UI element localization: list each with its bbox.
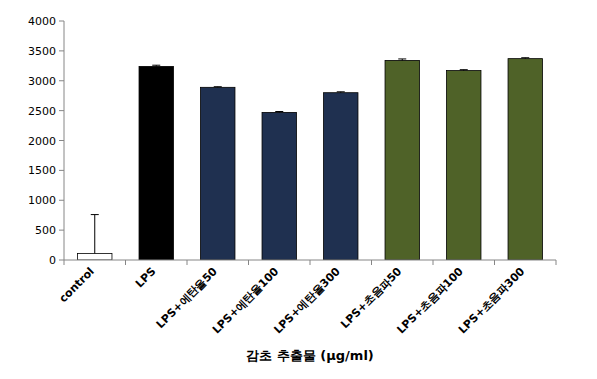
y-tick [59,50,64,51]
bar [201,87,235,260]
error-bar [275,111,283,113]
y-tick-label: 3000 [28,75,56,88]
bar [508,59,542,260]
error-bar [214,86,222,88]
y-tick [59,21,64,22]
x-tick-label: LPS+초음파50 [338,265,404,331]
x-tick [494,260,495,265]
x-tick [64,260,65,265]
x-axis-label: 감초 추출물 (μg/ml) [246,348,374,363]
bar [262,112,296,260]
x-tick [125,260,126,265]
y-tick [59,170,64,171]
x-tick-label: LPS+초음파100 [394,265,466,337]
bars [78,58,543,260]
y-tick-label: 4000 [28,15,56,28]
x-tick [310,260,311,265]
y-tick-label: 2000 [28,135,56,148]
error-bar [91,215,99,254]
y-tick-label: 1500 [28,164,56,177]
error-bar [460,69,468,71]
error-cap [275,111,283,112]
error-cap [521,57,529,58]
x-tick-label: LPS+에탄올300 [271,265,343,337]
y-tick-label: 500 [35,224,56,237]
y-tick [59,140,64,141]
bar [447,71,481,260]
error-bar [398,59,406,60]
chart: 0 500 1000 1500 2000 2500 3000 3500 4000 control L… [0,0,597,379]
y-tick-label: 1000 [28,194,56,207]
y-tick-label: 0 [49,254,56,267]
error-cap [214,86,222,87]
x-tick [248,260,249,265]
y-tick [59,80,64,81]
y-tick-label: 2500 [28,105,56,118]
error-cap [398,58,406,59]
y-tick [59,260,64,261]
x-tick [556,260,557,265]
x-tick-label: control [57,265,97,305]
y-tick [59,230,64,231]
x-tick-label: LPS+초음파300 [456,265,528,337]
bar [78,253,112,260]
y-tick [59,200,64,201]
x-tick-label: LPS+에탄올50 [154,265,220,331]
x-tick-label: LPS+에탄올100 [210,265,282,337]
y-tick [59,110,64,111]
x-tick-label: LPS [133,265,159,291]
error-whisker [94,215,95,254]
bar [385,60,419,260]
bar [139,66,173,260]
error-bar [152,65,160,66]
x-tick [187,260,188,265]
bar [324,93,358,260]
error-cap [460,69,468,70]
error-bar [521,57,529,59]
x-tick [433,260,434,265]
x-tick [371,260,372,265]
y-tick-label: 3500 [28,45,56,58]
error-cap [152,65,160,66]
error-cap [337,91,345,92]
error-bar [337,91,345,93]
error-cap [91,214,99,215]
